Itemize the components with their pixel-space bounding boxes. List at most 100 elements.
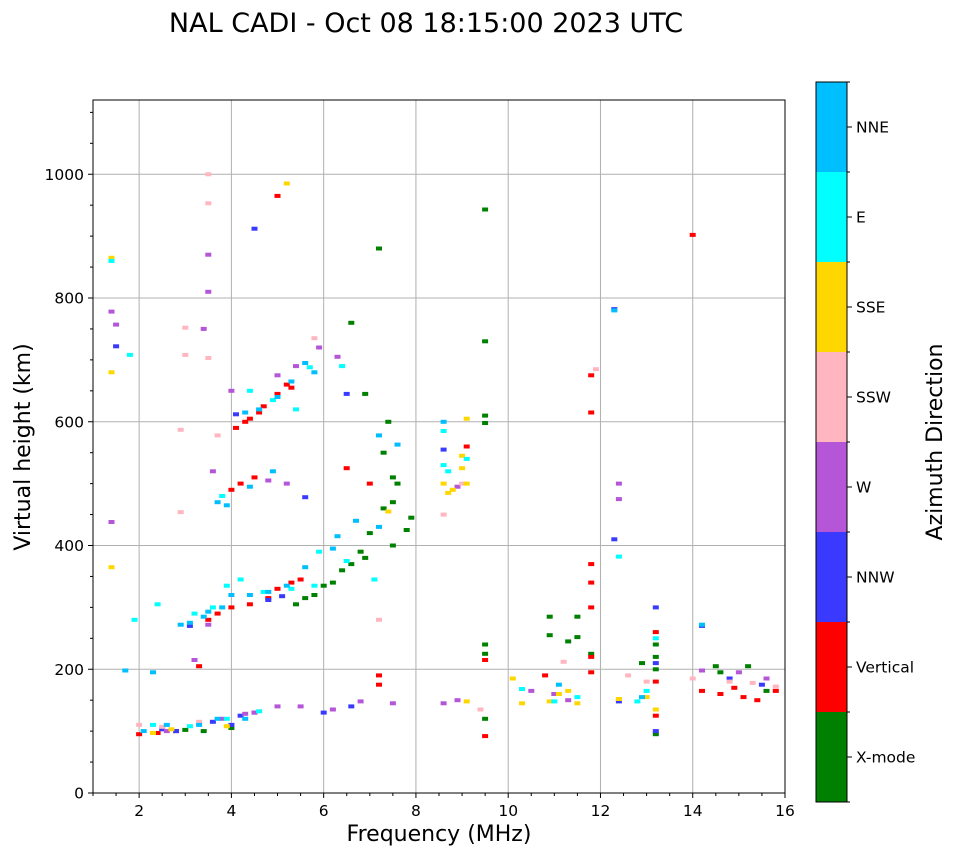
data-point-vertical [205, 617, 212, 622]
data-point-nne [283, 583, 290, 588]
data-point-nne [196, 722, 203, 727]
data-point-vertical [689, 232, 696, 237]
data-point-e [150, 722, 156, 727]
data-point-nne [150, 670, 156, 675]
data-point-x-mode [348, 562, 355, 567]
colorbar-label: Vertical [856, 659, 914, 677]
data-point-nne [376, 433, 382, 438]
data-point-x-mode [362, 391, 369, 396]
y-tick-label: 800 [54, 290, 84, 308]
data-point-sse [555, 692, 562, 696]
data-point-ssw [182, 352, 189, 357]
data-point-w [389, 701, 396, 706]
data-point-vertical [652, 679, 659, 684]
data-point-nnw [237, 713, 244, 718]
data-point-x-mode [712, 664, 719, 669]
data-point-e [256, 709, 263, 714]
data-point-w [228, 388, 235, 393]
data-point-vertical [482, 658, 489, 662]
data-point-ssw [205, 356, 212, 360]
data-point-e [519, 687, 525, 691]
data-point-x-mode [482, 207, 489, 212]
data-point-vertical [652, 630, 659, 635]
data-point-w [316, 345, 323, 350]
data-point-w [528, 688, 535, 693]
data-point-nnw [758, 682, 765, 687]
colorbar-segment [816, 82, 847, 172]
data-point-x-mode [403, 528, 410, 532]
data-point-vertical [228, 487, 235, 492]
data-point-nnw [279, 594, 286, 599]
data-point-w [205, 289, 212, 294]
data-point-e [186, 724, 193, 729]
data-point-vertical [588, 654, 595, 659]
data-point-vertical [652, 713, 659, 718]
data-point-e [311, 583, 318, 588]
data-point-nnw [186, 623, 193, 628]
data-point-sse [150, 731, 156, 735]
data-point-vertical [731, 685, 738, 690]
data-point-nne [246, 593, 253, 597]
data-point-w [219, 716, 226, 721]
data-point-vertical [246, 416, 253, 421]
data-point-nne [122, 668, 129, 673]
data-point-e [131, 617, 138, 622]
data-point-x-mode [302, 596, 309, 601]
colorbar-label: NNE [856, 119, 889, 137]
data-point-nnw [233, 412, 239, 417]
colorbar-segment [816, 442, 847, 532]
data-point-nne [311, 370, 318, 375]
data-point-w [565, 698, 572, 703]
data-point-x-mode [717, 670, 724, 675]
data-point-nne [611, 308, 618, 313]
data-point-x-mode [394, 481, 401, 486]
data-point-ssw [459, 481, 466, 486]
data-point-ssw [749, 680, 756, 685]
data-point-sse [108, 565, 115, 570]
y-tick-label: 600 [54, 413, 84, 431]
data-point-ssw [643, 679, 650, 684]
colorbar-title: Azimuth Direction [923, 343, 948, 540]
data-point-sse [283, 181, 290, 186]
data-point-ssw [177, 427, 184, 432]
data-point-w [274, 704, 281, 709]
data-point-nne [177, 622, 184, 627]
data-point-vertical [246, 602, 253, 607]
data-point-nne [288, 379, 295, 384]
data-point-sse [565, 688, 572, 693]
data-point-vertical [482, 734, 489, 739]
data-point-w [108, 309, 115, 314]
colorbar-frame [815, 81, 848, 803]
data-point-ssw [205, 172, 212, 177]
data-point-vertical [196, 664, 203, 669]
x-tick-label: 10 [498, 802, 518, 820]
data-point-ssw [136, 722, 143, 727]
data-point-ssw [159, 724, 166, 729]
data-point-nne [200, 614, 207, 619]
data-point-ssw [560, 659, 567, 664]
data-point-nne [228, 593, 235, 597]
data-point-vertical [154, 731, 161, 735]
data-point-vertical [699, 688, 705, 693]
data-point-x-mode [348, 320, 355, 325]
data-point-x-mode [482, 651, 489, 656]
data-point-sse [509, 676, 516, 681]
data-point-x-mode [380, 506, 387, 511]
data-point-nnw [652, 605, 659, 610]
data-point-sse [463, 481, 470, 486]
data-point-x-mode [389, 543, 396, 548]
azimuth-colorbar: X-mode Vertical NNW W SSW SSE E NNE [815, 81, 915, 803]
data-point-vertical [233, 425, 239, 430]
colorbar-segment [816, 532, 847, 622]
data-point-vertical [136, 732, 143, 737]
data-point-x-mode [482, 421, 489, 425]
data-point-x-mode [652, 654, 659, 659]
colorbar-label: X-mode [856, 749, 915, 767]
data-point-vertical [772, 688, 779, 693]
data-point-w [191, 658, 198, 662]
data-point-e [209, 605, 216, 610]
data-point-nne [242, 716, 249, 721]
data-point-w [454, 484, 461, 489]
data-point-nne [394, 442, 401, 447]
data-point-w [274, 373, 281, 378]
